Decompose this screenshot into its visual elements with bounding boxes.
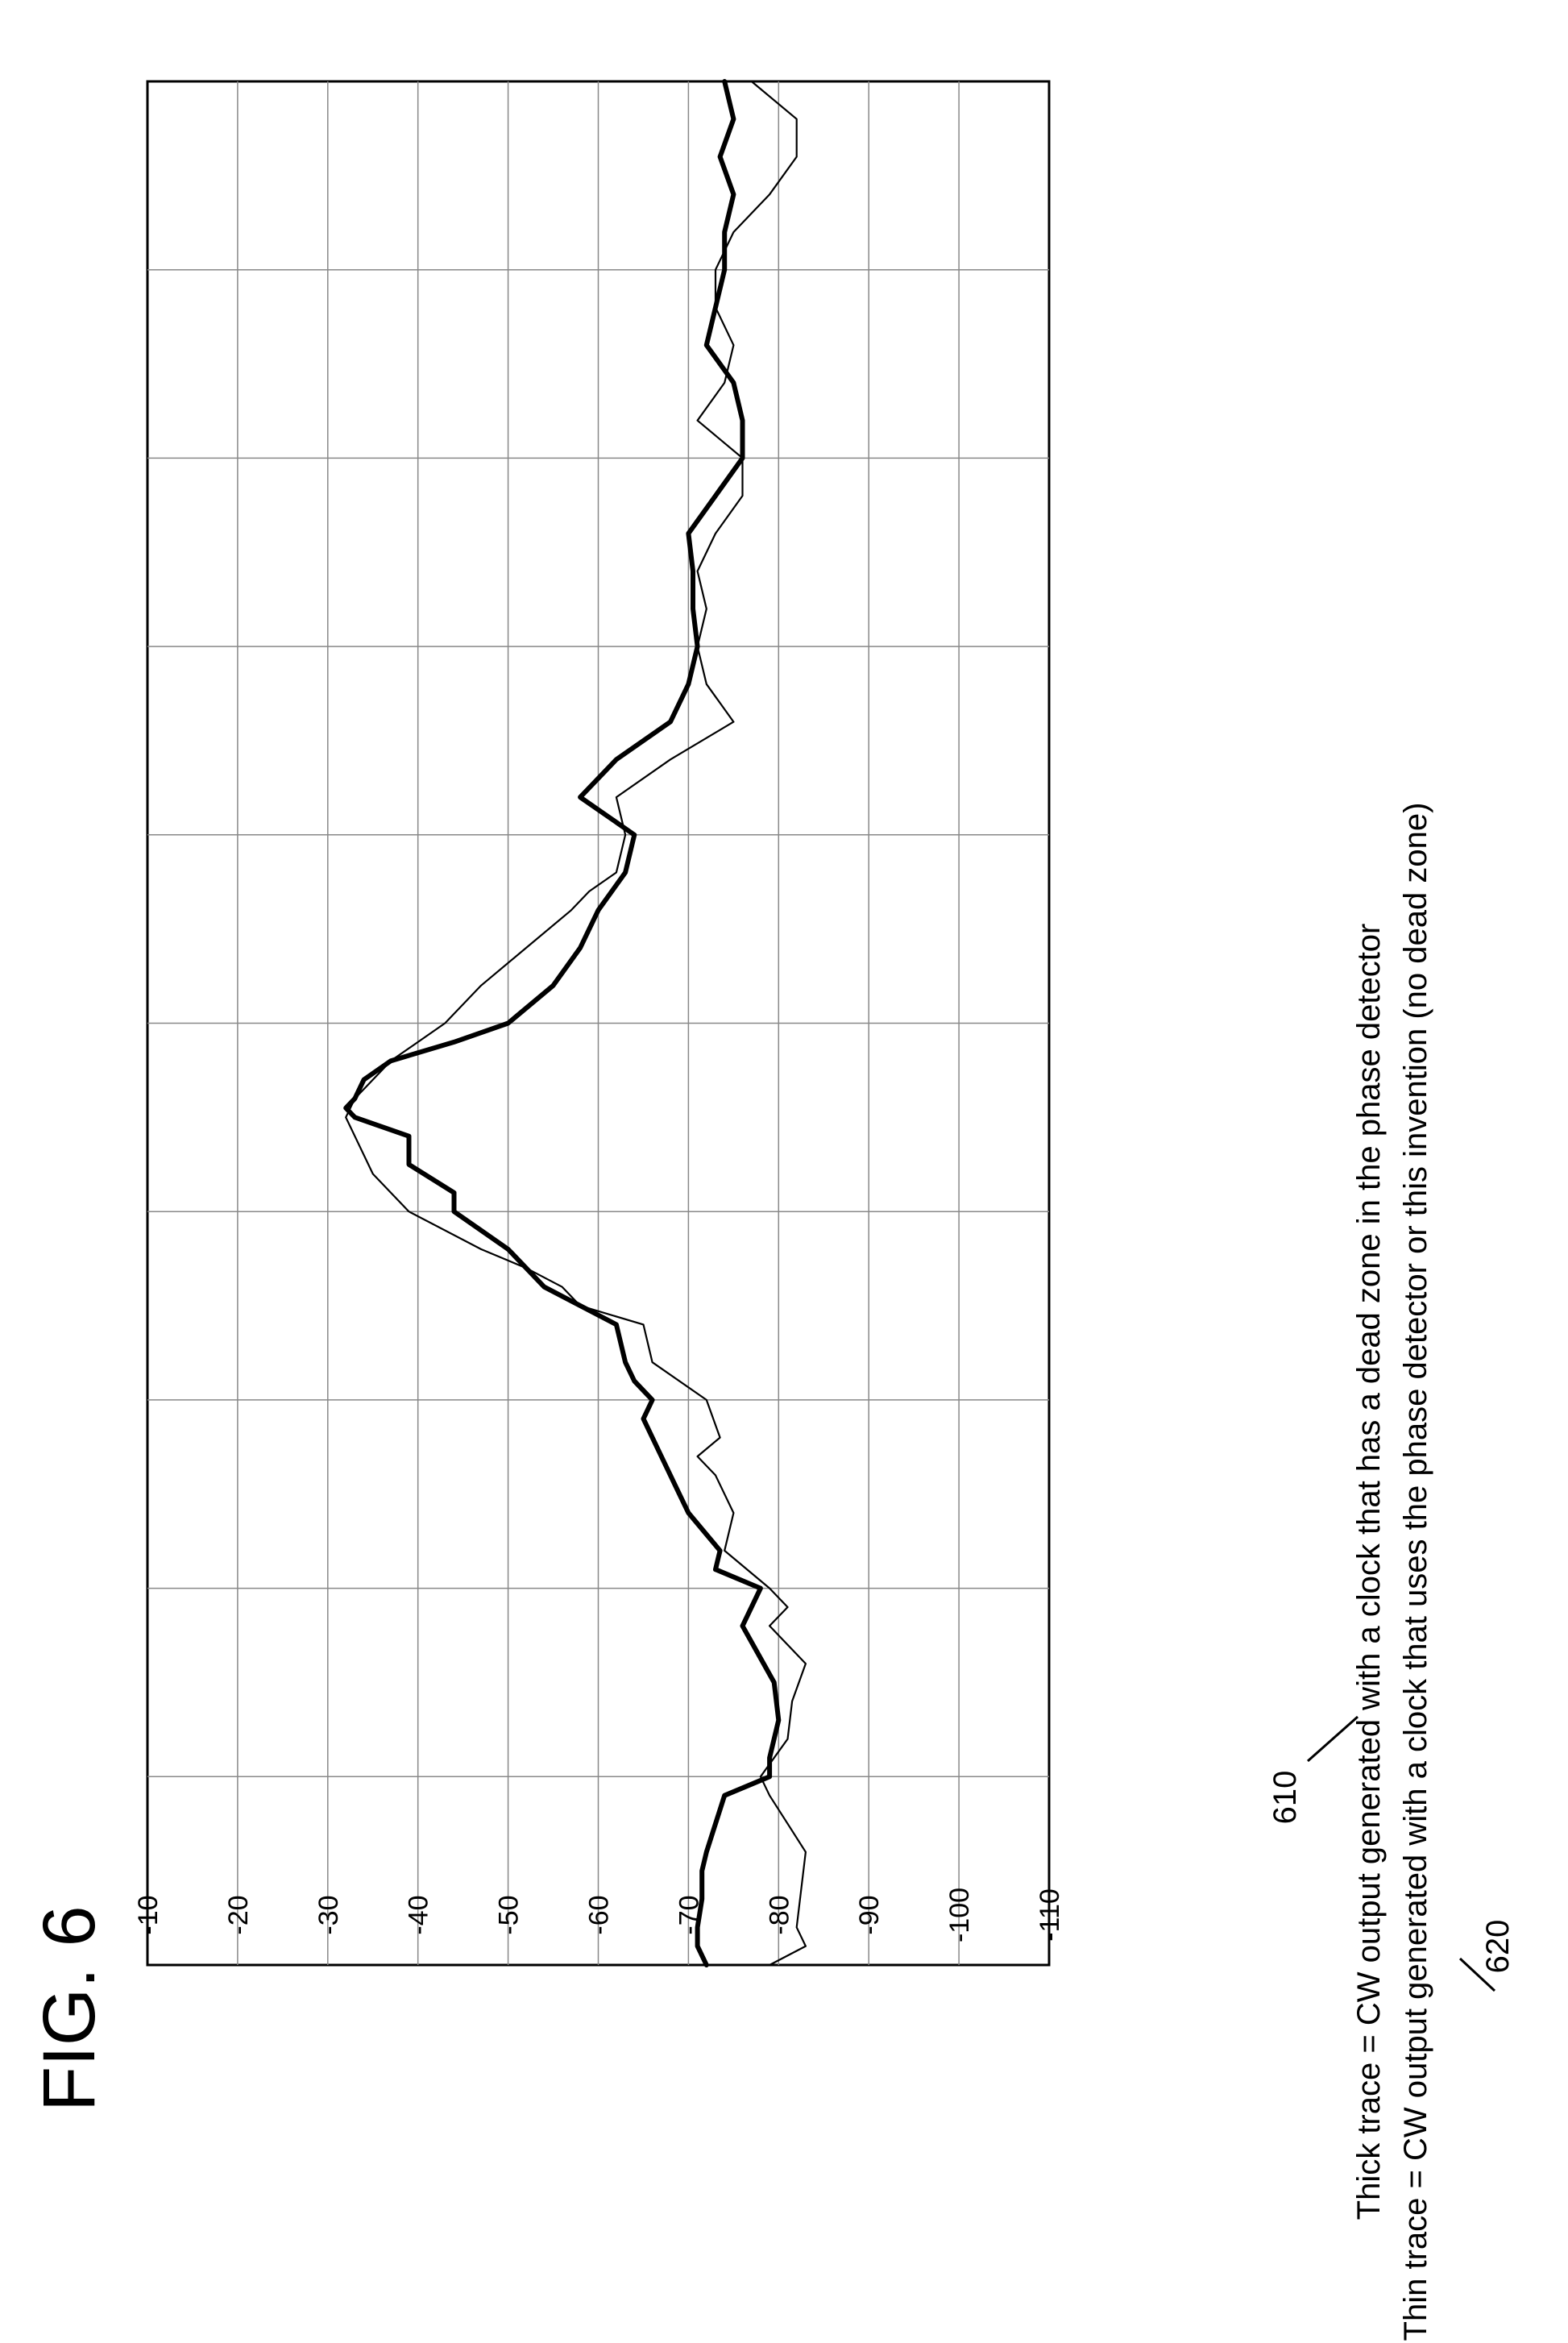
y-tick-label: -50 (494, 1895, 525, 1934)
reference-620: 620 (1460, 1920, 1516, 1991)
caption-thick: Thick trace = CW output generated with a… (1351, 924, 1387, 2220)
y-tick-labels: -10-20-30-40-50-60-70-80-90-100-110 (133, 1888, 1065, 1942)
reference-610: 610 (1267, 1717, 1358, 1824)
y-tick-label: -20 (223, 1895, 254, 1934)
caption-thin: Thin trace = CW output generated with a … (1398, 803, 1433, 2341)
y-tick-label: -100 (944, 1888, 975, 1942)
y-tick-label: -60 (584, 1895, 615, 1934)
leader-line-610 (1308, 1717, 1358, 1761)
reference-numeral-620: 620 (1480, 1920, 1516, 1974)
y-tick-label: -10 (133, 1895, 164, 1934)
reference-numeral-610: 610 (1267, 1771, 1303, 1825)
gridlines (147, 81, 1049, 1965)
y-tick-label: -30 (313, 1895, 344, 1934)
caption: Thick trace = CW output generated with a… (1351, 803, 1433, 2341)
y-tick-label: -110 (1035, 1888, 1065, 1942)
y-tick-label: -90 (854, 1895, 885, 1934)
y-tick-label: -80 (764, 1895, 794, 1934)
y-tick-label: -40 (404, 1895, 434, 1934)
